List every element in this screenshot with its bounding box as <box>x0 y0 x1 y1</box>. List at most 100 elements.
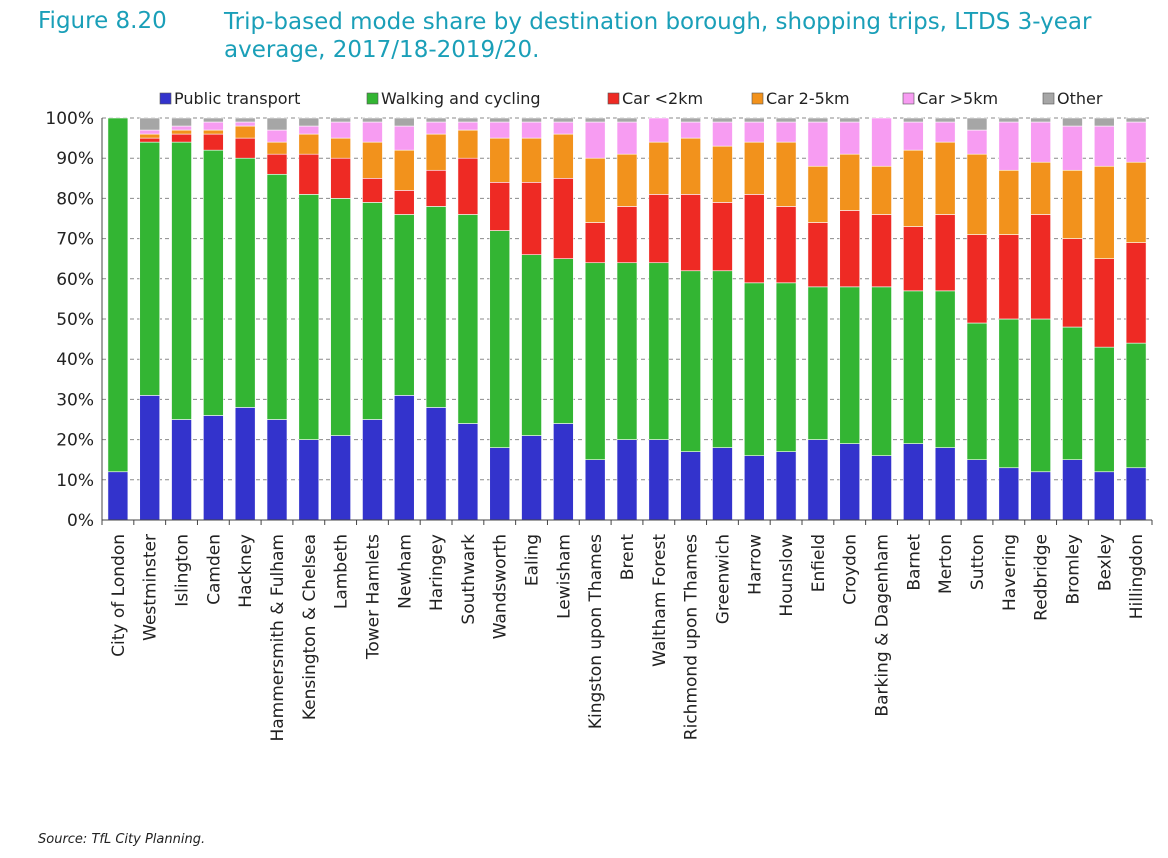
bar-segment-car-5km <box>648 117 670 143</box>
bar-segment-car-2-5km <box>775 141 797 207</box>
bar-segment-car-2-5km <box>648 141 670 195</box>
bar-segment-car-2-5km <box>712 145 733 203</box>
bar-segment-car-5km <box>743 121 765 143</box>
bar-segment-public-transport <box>1062 459 1083 521</box>
bar-segment-public-transport <box>712 447 733 521</box>
bar-segment-walking-and-cycling <box>203 149 224 416</box>
bar-segment-car-2km <box>934 214 956 292</box>
legend-swatch-other <box>1042 92 1055 105</box>
bar-segment-walking-and-cycling <box>553 258 574 424</box>
legend-label: Walking and cycling <box>381 89 541 108</box>
bar-segment-car-2km <box>425 169 447 207</box>
bar-segment-walking-and-cycling <box>680 270 701 452</box>
bar-segment-car-5km <box>998 121 1020 171</box>
bar-segment-car-2-5km <box>139 133 161 139</box>
bar-segment-public-transport <box>680 451 701 521</box>
bar-segment-car-2km <box>584 222 606 264</box>
bar-segment-walking-and-cycling <box>903 290 924 444</box>
y-tick-label: 50% <box>56 310 94 330</box>
bar-segment-walking-and-cycling <box>871 286 892 456</box>
bar-segment-car-2-5km <box>203 129 224 135</box>
bar-segment-car-5km <box>1093 125 1115 167</box>
bar-segment-public-transport <box>1030 471 1051 521</box>
bar-segment-car-2km <box>298 153 320 195</box>
bar-segment-walking-and-cycling <box>457 214 479 424</box>
y-tick-label: 80% <box>56 189 94 209</box>
bar-segment-walking-and-cycling <box>1062 326 1083 460</box>
bar-segment-car-2-5km <box>362 141 383 179</box>
bar-segment-car-2-5km <box>966 153 988 235</box>
bar-segment-public-transport <box>903 443 924 521</box>
x-category-label: Islington <box>173 534 193 607</box>
figure-number: Figure 8.20 <box>38 8 167 34</box>
bar-segment-car-2-5km <box>457 129 479 159</box>
bar-segment-car-5km <box>871 117 892 167</box>
legend-label: Other <box>1057 89 1103 108</box>
bar-segment-other <box>839 117 861 123</box>
bar-segment-car-5km <box>266 129 288 143</box>
bar-segment-car-2km <box>616 206 638 264</box>
bar-segment-car-2km <box>1093 258 1115 348</box>
bar-segment-car-2km <box>489 182 511 231</box>
x-category-label: Haringey <box>427 534 447 611</box>
bar-segment-other <box>966 117 988 131</box>
x-category-label: Waltham Forest <box>650 534 670 667</box>
bar-segment-car-2km <box>903 226 924 292</box>
y-tick-label: 60% <box>56 270 94 290</box>
stacked-bar-chart: 0% 10% 20% 30% 40% 50% 60% 70% 80% 90% 100% City of… <box>45 89 1153 742</box>
bar-segment-walking-and-cycling <box>648 262 670 440</box>
bar-segment-walking-and-cycling <box>489 230 511 448</box>
bar-segment-car-2-5km <box>839 153 861 211</box>
bar-segment-other <box>234 117 256 123</box>
bar-segment-walking-and-cycling <box>712 270 733 448</box>
bar-segment-public-transport <box>584 459 606 521</box>
bar-segment-public-transport <box>648 439 670 521</box>
bar-segment-car-2-5km <box>553 133 574 179</box>
bar-segment-car-2-5km <box>1062 169 1083 239</box>
bar-segment-car-2-5km <box>425 133 447 171</box>
bar-segment-car-2km <box>775 206 797 284</box>
bar-segment-car-2-5km <box>998 169 1020 235</box>
bar-segment-walking-and-cycling <box>266 173 288 420</box>
bar-segment-other <box>775 117 797 123</box>
y-tick-label: 100% <box>45 109 94 129</box>
bar-segment-walking-and-cycling <box>1030 318 1051 473</box>
bar-segment-car-5km <box>553 121 574 135</box>
x-category-label: Bromley <box>1063 534 1083 604</box>
bar-segment-walking-and-cycling <box>393 214 415 396</box>
x-category-label: Southwark <box>459 534 479 625</box>
bar-segment-car-2-5km <box>298 133 320 155</box>
bar-segment-car-2km <box>171 133 192 143</box>
bar-segment-car-2km <box>871 214 892 288</box>
bar-segment-other <box>266 117 288 131</box>
bar-segment-car-2-5km <box>871 165 892 215</box>
x-category-label: Redbridge <box>1032 534 1052 621</box>
x-category-label: Brent <box>618 534 638 581</box>
y-tick-label: 0% <box>67 511 94 531</box>
bar-segment-public-transport <box>425 407 447 521</box>
bar-segment-walking-and-cycling <box>1125 342 1147 469</box>
bar-segment-other <box>616 117 638 123</box>
bar-segment-public-transport <box>393 395 415 521</box>
bar-segment-car-2km <box>966 234 988 324</box>
bar-segment-car-2-5km <box>393 149 415 191</box>
y-tick-label: 40% <box>56 350 94 370</box>
bar-segment-walking-and-cycling <box>139 141 161 396</box>
x-category-label: Barking & Dagenham <box>873 534 893 717</box>
bar-segment-car-2-5km <box>521 137 542 183</box>
x-category-label: Kingston upon Thames <box>586 534 606 729</box>
bar-segment-public-transport <box>457 423 479 521</box>
bar-segment-car-5km <box>139 129 161 135</box>
bar-segment-car-5km <box>934 121 956 143</box>
bar-segment-other <box>553 117 574 123</box>
x-category-label: Barnet <box>904 534 924 591</box>
legend-label: Public transport <box>174 89 300 108</box>
bar-segment-car-2km <box>457 157 479 215</box>
bar-segment-public-transport <box>775 451 797 521</box>
legend-swatch-car-5km <box>902 92 915 105</box>
bar-segment-car-2km <box>139 137 161 143</box>
bar-segment-other <box>425 117 447 123</box>
bar-segment-car-2km <box>712 202 733 272</box>
bar-segment-car-2-5km <box>234 125 256 139</box>
bar-segment-car-5km <box>489 121 511 139</box>
